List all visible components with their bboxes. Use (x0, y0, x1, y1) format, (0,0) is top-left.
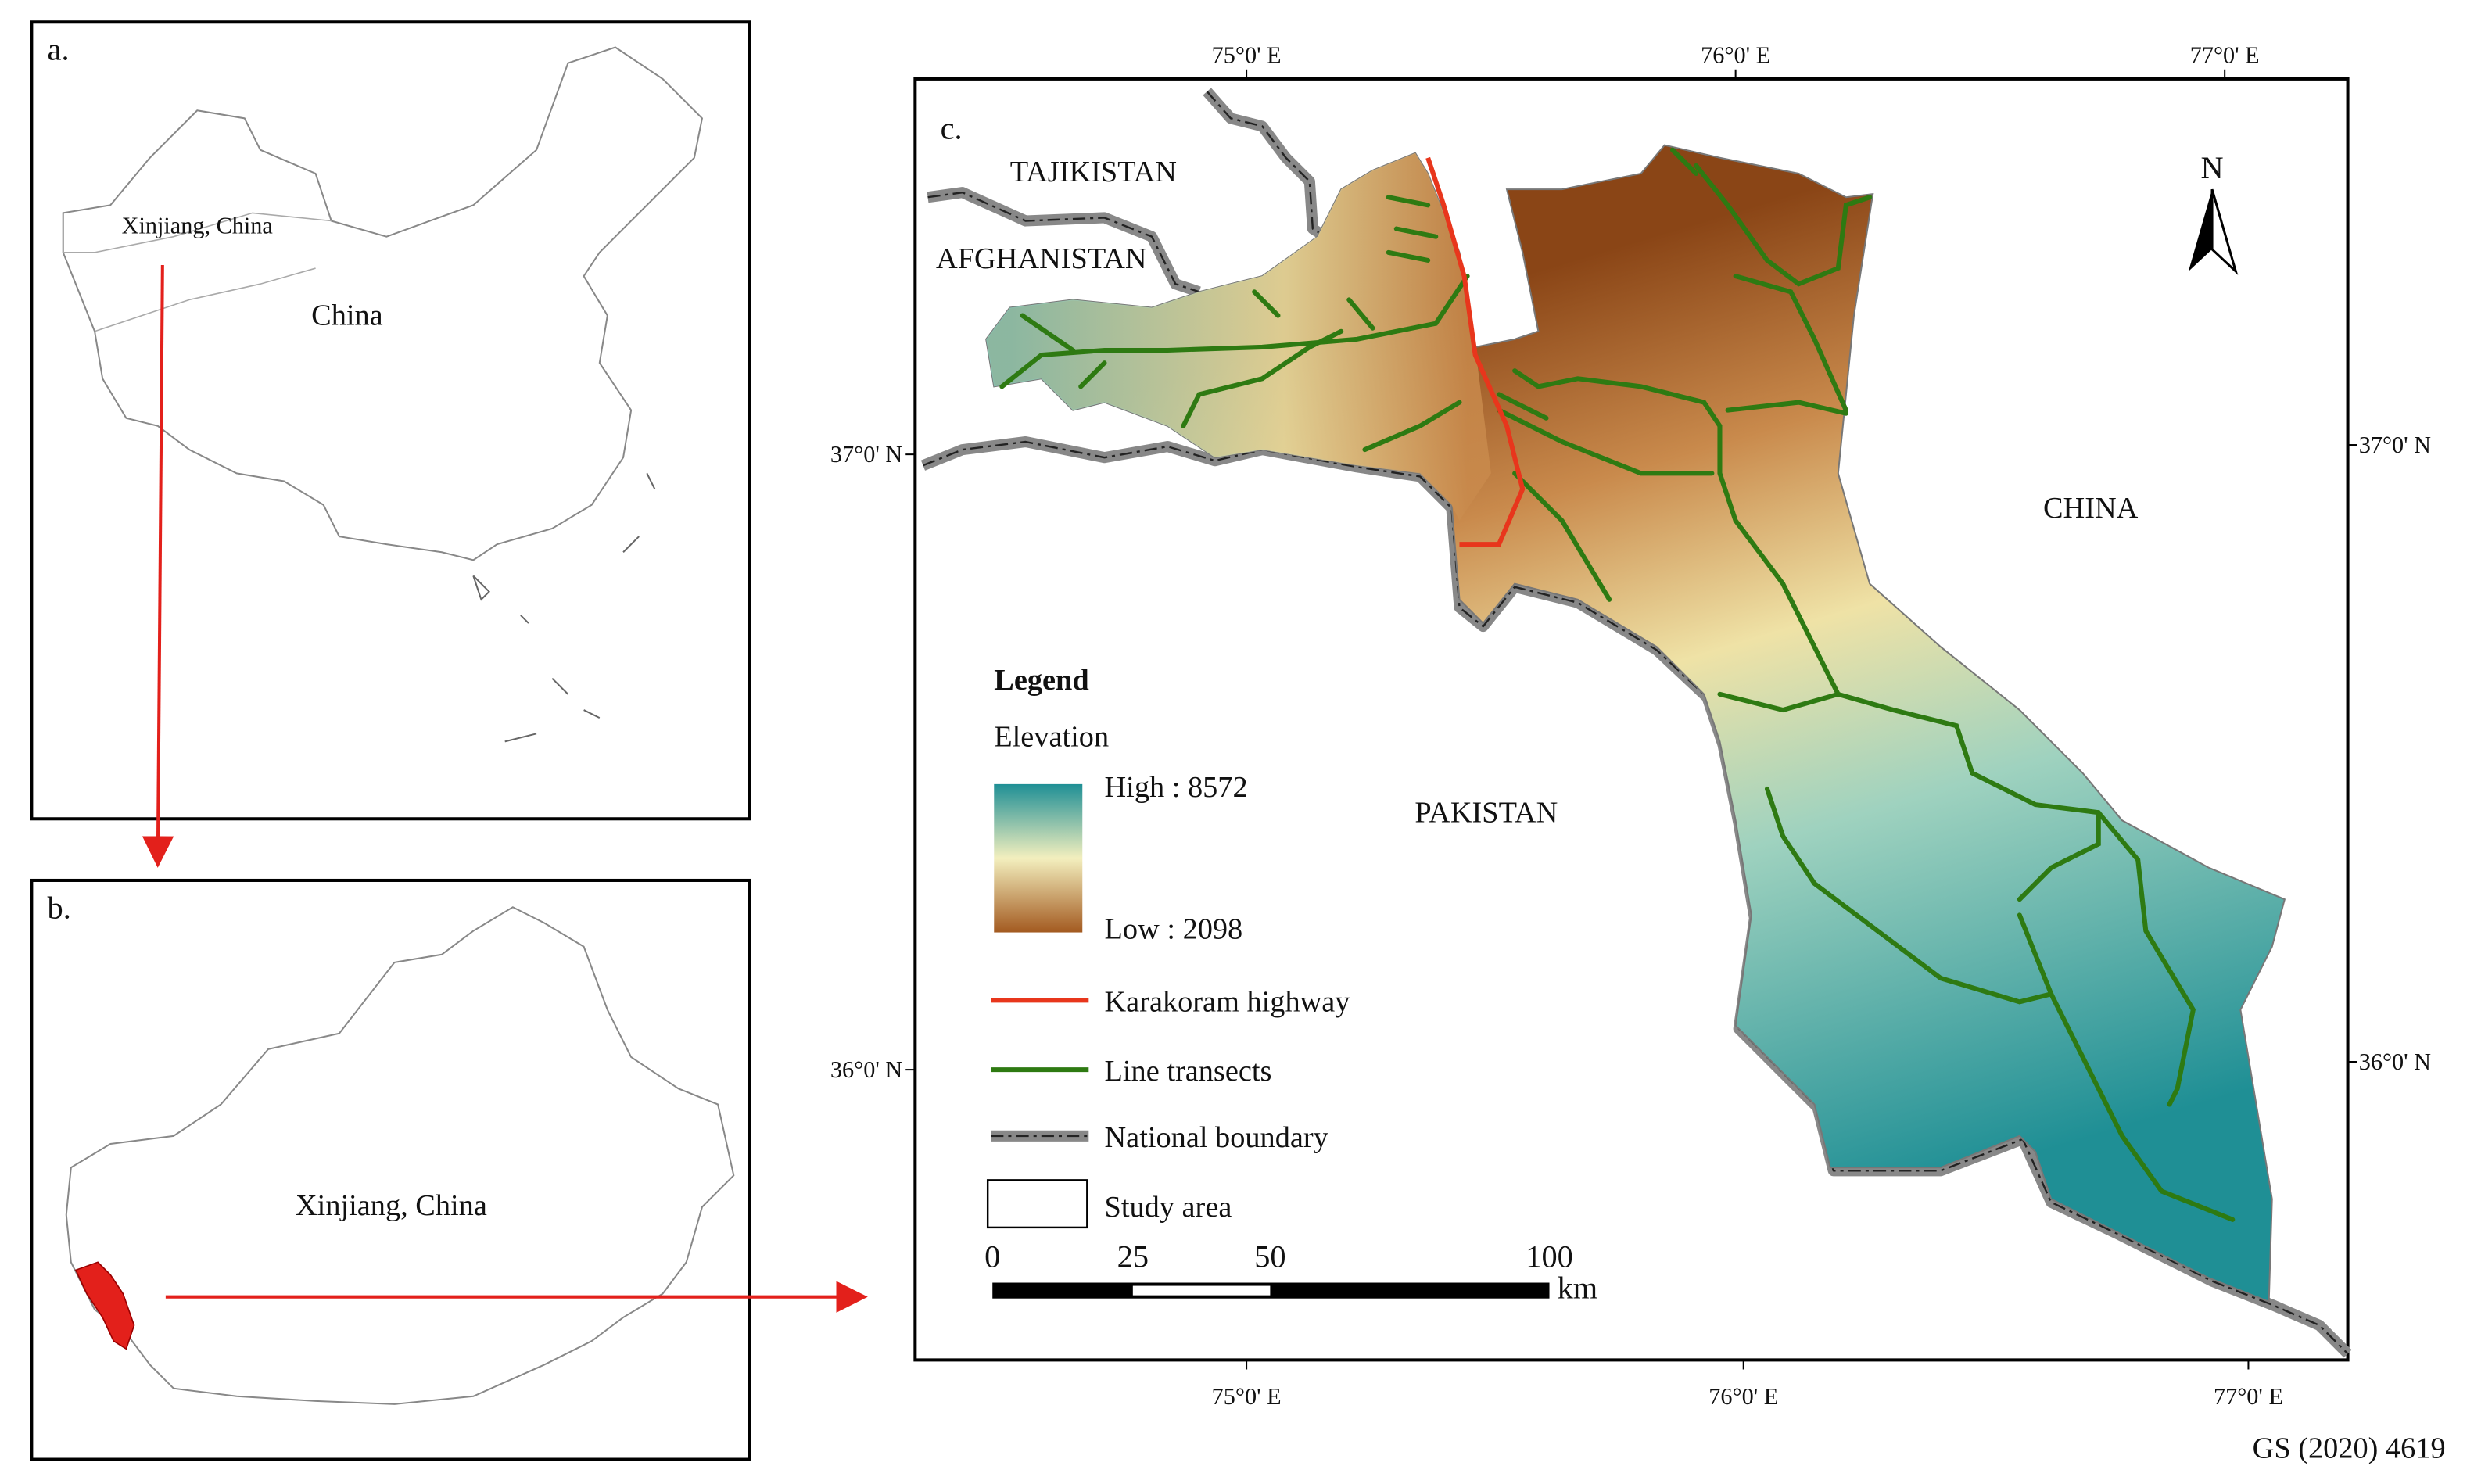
locator-arrow (142, 264, 174, 868)
legend-elevation-title: Elevation (994, 720, 1109, 753)
scale-label: 50 (1254, 1238, 1285, 1274)
islands (472, 472, 656, 743)
scale-bar-segment (1132, 1285, 1271, 1296)
legend-high: High : 8572 (1105, 771, 1248, 804)
country-label: China (311, 299, 383, 332)
legend-low: Low : 2098 (1105, 913, 1243, 946)
scale-label: 0 (984, 1238, 1000, 1274)
country-label: CHINA (2043, 492, 2139, 525)
region-label: Xinjiang, China (296, 1189, 487, 1222)
panel-label: c. (941, 111, 963, 146)
legend-item: Study area (1105, 1191, 1232, 1224)
longitude-label: 77°0' E (2190, 42, 2260, 69)
north-label: N (2200, 150, 2223, 185)
xinjiang-outline (65, 906, 735, 1405)
credit: GS (2020) 4619 (2253, 1432, 2446, 1465)
panel-b-frame (30, 878, 751, 1461)
graticule-ticks (905, 69, 2357, 1370)
panel-a-frame (30, 20, 751, 821)
panel-label: b. (48, 890, 71, 925)
scale-label: 100 (1526, 1238, 1573, 1274)
province-boundaries (63, 212, 332, 332)
longitude-label: 76°0' E (1708, 1383, 1778, 1410)
study-area-location (74, 1261, 135, 1350)
china-outline (62, 46, 704, 561)
country-label: AFGHANISTAN (936, 242, 1147, 275)
legend-title: Legend (994, 664, 1088, 697)
longitude-label: 76°0' E (1701, 42, 1770, 69)
xinjiang-label: Xinjiang, China (122, 213, 274, 239)
longitude-label: 75°0' E (1212, 1383, 1282, 1410)
latitude-label: 37°0' N (2359, 432, 2431, 458)
latitude-label: 36°0' N (830, 1056, 902, 1083)
panel-c-frame (913, 77, 2350, 1362)
scale-label: 25 (1117, 1238, 1149, 1274)
country-label: PAKISTAN (1414, 796, 1558, 829)
legend-item: Line transects (1105, 1055, 1272, 1088)
scale-unit: km (1558, 1271, 1598, 1306)
latitude-label: 36°0' N (2359, 1048, 2431, 1075)
longitude-label: 75°0' E (1212, 42, 1282, 69)
line-transects (999, 147, 2236, 1222)
panel-label: a. (48, 32, 70, 67)
longitude-label: 77°0' E (2214, 1383, 2283, 1410)
legend-item: Karakoram highway (1105, 985, 1351, 1018)
country-label: TAJIKISTAN (1010, 156, 1177, 188)
elevation-ramp (994, 783, 1083, 933)
study-area-west (986, 152, 1491, 521)
latitude-label: 37°0' N (830, 441, 902, 468)
north-arrow (2188, 189, 2213, 272)
legend-swatch (986, 1179, 1088, 1229)
legend-item: National boundary (1105, 1121, 1329, 1154)
scale-bar (992, 1282, 1550, 1299)
karakoram-highway (1425, 156, 1526, 547)
north-arrow (2210, 188, 2239, 275)
national-boundary (920, 88, 2352, 1358)
